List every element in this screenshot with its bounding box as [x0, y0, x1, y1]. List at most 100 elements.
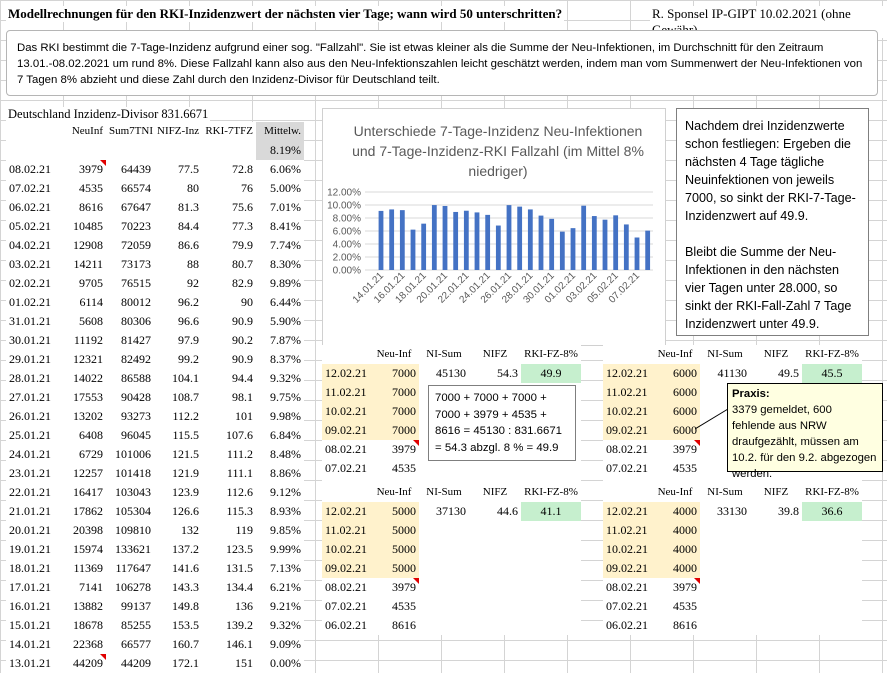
- table-cell[interactable]: [469, 597, 521, 616]
- table-cell[interactable]: 64439: [106, 160, 154, 179]
- difference-chart[interactable]: Unterschiede 7-Tage-Inzidenz Neu-Infekti…: [322, 108, 666, 346]
- table-cell[interactable]: [802, 597, 862, 616]
- table-cell[interactable]: 172.1: [154, 654, 202, 673]
- scenario-rki-value[interactable]: 49.9: [521, 364, 581, 383]
- col-header-mittelwert[interactable]: Mittelw.: [256, 122, 304, 141]
- table-cell[interactable]: 9.99%: [256, 540, 304, 559]
- table-cell[interactable]: 08.02.21: [322, 440, 369, 459]
- table-cell[interactable]: 8616: [55, 198, 106, 217]
- table-cell[interactable]: 105304: [106, 502, 154, 521]
- table-cell[interactable]: 6000: [650, 364, 700, 383]
- table-cell[interactable]: 6.21%: [256, 578, 304, 597]
- table-cell[interactable]: 6000: [650, 383, 700, 402]
- table-cell[interactable]: 9.09%: [256, 635, 304, 654]
- table-cell[interactable]: 07.02.21: [6, 179, 55, 198]
- intro-textbox[interactable]: Das RKI bestimmt die 7-Tage-Inzidenz auf…: [6, 30, 878, 96]
- scenario-nifz-value[interactable]: 54.3: [469, 364, 521, 383]
- conclusion-textbox[interactable]: Nachdem drei Inzidenzwerte schon festlie…: [676, 108, 869, 336]
- table-cell[interactable]: 97.9: [154, 331, 202, 350]
- table-cell[interactable]: [802, 616, 862, 635]
- scenario-rki-value[interactable]: 45.5: [802, 364, 862, 383]
- table-cell[interactable]: 143.3: [154, 578, 202, 597]
- table-cell[interactable]: 9.75%: [256, 388, 304, 407]
- scenario-col-header[interactable]: NIFZ: [469, 483, 521, 502]
- table-cell[interactable]: 109810: [106, 521, 154, 540]
- chart-bar[interactable]: [485, 214, 491, 270]
- table-cell[interactable]: 23.01.21: [6, 464, 55, 483]
- table-cell[interactable]: 04.02.21: [6, 236, 55, 255]
- table-cell[interactable]: 121.5: [154, 445, 202, 464]
- scenario-col-header[interactable]: Neu-Inf: [369, 345, 419, 364]
- table-cell[interactable]: 90.9: [202, 312, 256, 331]
- scenario-col-header[interactable]: NIFZ: [750, 345, 802, 364]
- table-cell[interactable]: 96.6: [154, 312, 202, 331]
- table-cell[interactable]: 134.4: [202, 578, 256, 597]
- table-cell[interactable]: 10.02.21: [322, 540, 369, 559]
- table-cell[interactable]: 82.9: [202, 274, 256, 293]
- table-cell[interactable]: 111.1: [202, 464, 256, 483]
- table-cell[interactable]: 44209: [55, 654, 106, 673]
- chart-bar[interactable]: [421, 223, 427, 270]
- table-cell[interactable]: [750, 597, 802, 616]
- table-cell[interactable]: 92: [154, 274, 202, 293]
- table-cell[interactable]: 73173: [106, 255, 154, 274]
- table-cell[interactable]: 75.6: [202, 198, 256, 217]
- table-cell[interactable]: 115.5: [154, 426, 202, 445]
- scenario-col-header[interactable]: NIFZ: [750, 483, 802, 502]
- table-cell[interactable]: 10.02.21: [603, 402, 650, 421]
- table-cell[interactable]: 115.3: [202, 502, 256, 521]
- table-cell[interactable]: 66574: [106, 179, 154, 198]
- table-cell[interactable]: 19.01.21: [6, 540, 55, 559]
- table-cell[interactable]: [750, 540, 802, 559]
- calculation-textbox[interactable]: 7000 + 7000 + 7000 + 7000 + 3979 + 4535 …: [428, 385, 576, 461]
- table-cell[interactable]: [603, 483, 650, 502]
- table-cell[interactable]: 7000: [369, 364, 419, 383]
- table-cell[interactable]: 09.02.21: [603, 559, 650, 578]
- table-cell[interactable]: 9705: [55, 274, 106, 293]
- table-cell[interactable]: 4000: [650, 559, 700, 578]
- table-cell[interactable]: 6408: [55, 426, 106, 445]
- table-cell[interactable]: 3979: [369, 440, 419, 459]
- table-cell[interactable]: [55, 141, 106, 160]
- table-cell[interactable]: 8.37%: [256, 350, 304, 369]
- table-cell[interactable]: [6, 141, 55, 160]
- table-cell[interactable]: [750, 616, 802, 635]
- table-cell[interactable]: 106278: [106, 578, 154, 597]
- table-cell[interactable]: 90.9: [202, 350, 256, 369]
- table-cell[interactable]: [700, 597, 750, 616]
- table-cell[interactable]: 22368: [55, 635, 106, 654]
- chart-bar[interactable]: [453, 211, 459, 270]
- table-cell[interactable]: 15.01.21: [6, 616, 55, 635]
- table-cell[interactable]: 12321: [55, 350, 106, 369]
- table-cell[interactable]: 08.02.21: [603, 578, 650, 597]
- chart-bar[interactable]: [442, 205, 448, 270]
- table-cell[interactable]: 66577: [106, 635, 154, 654]
- table-cell[interactable]: 20398: [55, 521, 106, 540]
- chart-bar[interactable]: [538, 215, 544, 270]
- scenario-col-header[interactable]: RKI-FZ-8%: [802, 345, 862, 364]
- col-header-rki-7tfz[interactable]: RKI-7TFZ: [202, 122, 256, 141]
- table-cell[interactable]: [154, 141, 202, 160]
- chart-bar[interactable]: [463, 210, 469, 270]
- table-cell[interactable]: 4535: [55, 179, 106, 198]
- table-cell[interactable]: [419, 559, 469, 578]
- table-cell[interactable]: 8.86%: [256, 464, 304, 483]
- table-cell[interactable]: 99137: [106, 597, 154, 616]
- table-cell[interactable]: 06.02.21: [603, 616, 650, 635]
- table-cell[interactable]: 11.02.21: [322, 383, 369, 402]
- table-cell[interactable]: 7.13%: [256, 559, 304, 578]
- scenario-nifz-value[interactable]: 39.8: [750, 502, 802, 521]
- table-cell[interactable]: 7000: [369, 402, 419, 421]
- table-cell[interactable]: [750, 559, 802, 578]
- table-cell[interactable]: 6.84%: [256, 426, 304, 445]
- table-cell[interactable]: [700, 521, 750, 540]
- table-cell[interactable]: 01.02.21: [6, 293, 55, 312]
- table-cell[interactable]: 84.4: [154, 217, 202, 236]
- table-cell[interactable]: 123.5: [202, 540, 256, 559]
- table-cell[interactable]: 11.02.21: [322, 521, 369, 540]
- table-cell[interactable]: 80306: [106, 312, 154, 331]
- table-cell[interactable]: 14211: [55, 255, 106, 274]
- table-cell[interactable]: 10.02.21: [322, 402, 369, 421]
- chart-bar[interactable]: [495, 225, 501, 270]
- table-cell[interactable]: 137.2: [154, 540, 202, 559]
